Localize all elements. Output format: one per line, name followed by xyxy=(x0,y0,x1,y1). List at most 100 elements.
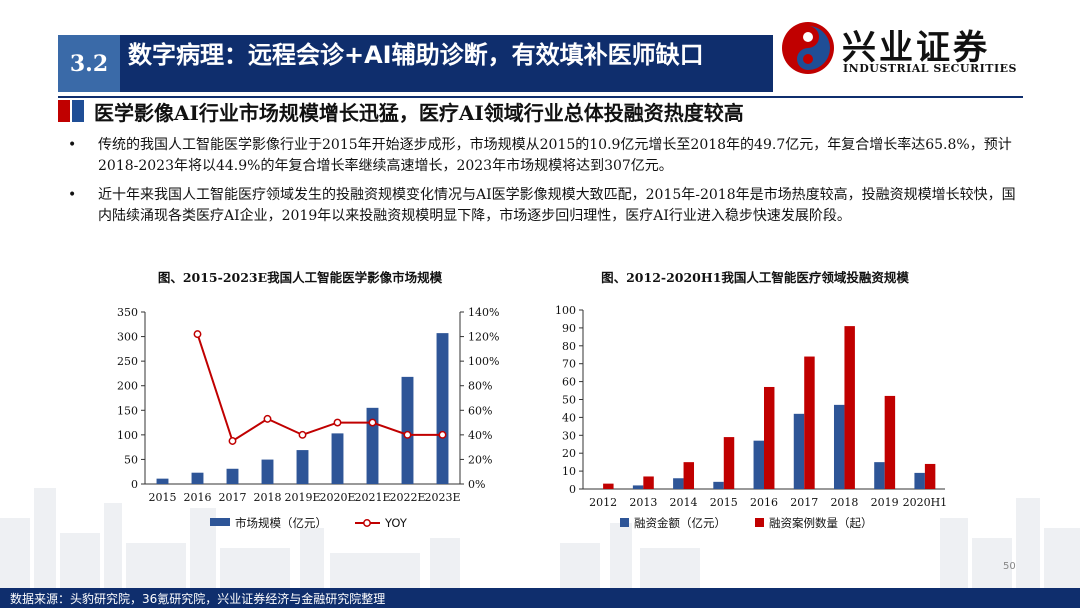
bar-funding-cases xyxy=(764,386,775,489)
left-tick-label: 50 xyxy=(124,453,138,466)
x-tick-label: 2022E xyxy=(389,491,425,504)
right-tick-label: 140% xyxy=(468,306,499,319)
x-tick-label: 2019 xyxy=(871,496,899,509)
legend-swatch-amount xyxy=(620,518,629,527)
page-number: 50 xyxy=(1003,561,1016,572)
right-tick-label: 100% xyxy=(468,355,499,368)
left-tick-label: 250 xyxy=(117,355,138,368)
y-tick-label: 90 xyxy=(562,322,576,335)
footer-source: 数据来源：头豹研究院，36氪研究院，兴业证券经济与金融研究院整理 xyxy=(10,592,386,606)
point-yoy xyxy=(368,418,377,427)
bar-funding-cases xyxy=(643,476,654,489)
bar-funding-cases xyxy=(683,462,695,489)
y-tick-label: 40 xyxy=(562,411,576,424)
x-tick-label: 2013 xyxy=(629,496,657,509)
y-tick-label: 10 xyxy=(562,465,576,478)
logo-english-text: INDUSTRIAL SECURITIES xyxy=(843,62,1017,75)
header-bar: 3.2 数字病理：远程会诊+AI辅助诊断，有效填补医师缺口 xyxy=(58,35,773,92)
chart-title: 图、2012-2020H1我国人工智能医疗领域投融资规模 xyxy=(601,270,909,285)
legend-label-cases: 融资案例数量（起） xyxy=(769,516,873,530)
point-yoy xyxy=(263,414,272,423)
y-tick-label: 20 xyxy=(562,447,576,460)
bar-market-size xyxy=(366,407,379,484)
x-tick-label: 2016 xyxy=(750,496,778,509)
y-tick-label: 70 xyxy=(562,358,576,371)
bar-market-size xyxy=(436,333,449,484)
right-tick-label: 60% xyxy=(468,404,492,417)
left-tick-label: 200 xyxy=(117,380,138,393)
bar-market-size xyxy=(191,472,204,484)
x-tick-label: 2017 xyxy=(790,496,818,509)
bar-market-size xyxy=(296,450,309,484)
left-tick-label: 150 xyxy=(117,404,138,417)
x-tick-label: 2016 xyxy=(184,491,212,504)
bullet-dot: • xyxy=(68,187,77,203)
x-tick-label: 2012 xyxy=(589,496,617,509)
y-tick-label: 0 xyxy=(569,483,576,496)
section-subtitle: 医学影像AI行业市场规模增长迅猛，医疗AI领域行业总体投融资热度较高 xyxy=(94,101,744,125)
page-title: 数字病理：远程会诊+AI辅助诊断，有效填补医师缺口 xyxy=(128,41,704,69)
footer-bar: 数据来源：头豹研究院，36氪研究院，兴业证券经济与金融研究院整理 xyxy=(0,588,1080,608)
industrial-securities-logo-icon xyxy=(782,22,834,74)
y-tick-label: 80 xyxy=(562,340,576,353)
bar-funding-cases xyxy=(804,356,815,489)
left-tick-label: 0 xyxy=(131,478,138,491)
subtitle-marker-blue xyxy=(72,100,84,122)
legend-swatch-cases xyxy=(755,518,764,527)
bar-market-size xyxy=(226,468,239,484)
y-tick-label: 60 xyxy=(562,376,576,389)
bullet-text: 近十年来我国人工智能医疗领域发生的投融资规模变化情况与AI医学影像规模大致匹配，… xyxy=(98,187,1016,224)
right-tick-label: 40% xyxy=(468,429,492,442)
bullet-item: • 传统的我国人工智能医学影像行业于2015年开始逐步成形，市场规模从2015的… xyxy=(64,135,1024,177)
company-logo: 兴业证券 INDUSTRIAL SECURITIES xyxy=(780,18,1040,78)
x-tick-label: 2023E xyxy=(424,491,460,504)
bullet-item: • 近十年来我国人工智能医疗领域发生的投融资规模变化情况与AI医学影像规模大致匹… xyxy=(64,185,1024,227)
left-tick-label: 300 xyxy=(117,331,138,344)
right-tick-label: 0% xyxy=(468,478,485,491)
bar-funding-amount xyxy=(833,404,845,489)
chart-title: 图、2015-2023E我国人工智能医学影像市场规模 xyxy=(158,270,443,285)
bar-funding-cases xyxy=(844,326,855,489)
point-yoy xyxy=(333,418,342,427)
investment-chart: 图、2012-2020H1我国人工智能医疗领域投融资规模 0 10 20 30 40 50 6… xyxy=(555,270,947,530)
x-tick-label: 2019E xyxy=(284,491,320,504)
right-tick-label: 20% xyxy=(468,453,492,466)
bar-funding-cases xyxy=(924,463,936,489)
bullet-list: • 传统的我国人工智能医学影像行业于2015年开始逐步成形，市场规模从2015的… xyxy=(64,135,1024,235)
bar-market-size xyxy=(331,433,344,484)
x-tick-label: 2018 xyxy=(830,496,858,509)
bar-funding-cases xyxy=(603,483,614,489)
x-tick-label: 2017 xyxy=(219,491,247,504)
bar-funding-cases xyxy=(723,437,735,489)
x-tick-label: 2014 xyxy=(670,496,698,509)
market-size-chart: 图、2015-2023E我国人工智能医学影像市场规模 0 50 100 150 200 25… xyxy=(117,270,499,530)
point-yoy xyxy=(438,430,447,439)
x-tick-label: 2021E xyxy=(354,491,390,504)
x-tick-label: 2020E xyxy=(319,491,355,504)
point-yoy xyxy=(193,330,202,339)
legend-swatch-bar xyxy=(210,518,230,526)
x-tick-label: 2015 xyxy=(710,496,738,509)
legend-swatch-marker xyxy=(363,519,371,527)
bar-market-size xyxy=(401,376,414,484)
point-yoy xyxy=(298,430,307,439)
line-yoy xyxy=(196,333,443,443)
right-tick-label: 80% xyxy=(468,380,492,393)
point-yoy xyxy=(228,437,237,445)
bar-funding-amount xyxy=(753,440,764,489)
subtitle-marker-red xyxy=(58,100,70,122)
bar-funding-amount xyxy=(632,485,644,489)
bar-funding-amount xyxy=(874,462,885,489)
bar-market-size xyxy=(261,459,274,484)
bar-funding-amount xyxy=(914,472,925,489)
bar-funding-cases xyxy=(884,395,896,489)
y-tick-label: 30 xyxy=(562,429,576,442)
point-yoy xyxy=(403,430,412,439)
legend-label-amount: 融资金额（亿元） xyxy=(634,516,726,530)
bar-market-size xyxy=(156,478,169,484)
legend-label-line: YOY xyxy=(384,516,408,530)
logo-chinese-text: 兴业证券 xyxy=(842,28,990,68)
bullet-dot: • xyxy=(68,137,77,153)
bullet-text: 传统的我国人工智能医学影像行业于2015年开始逐步成形，市场规模从2015的10… xyxy=(98,137,1012,174)
y-tick-label: 100 xyxy=(555,304,576,317)
